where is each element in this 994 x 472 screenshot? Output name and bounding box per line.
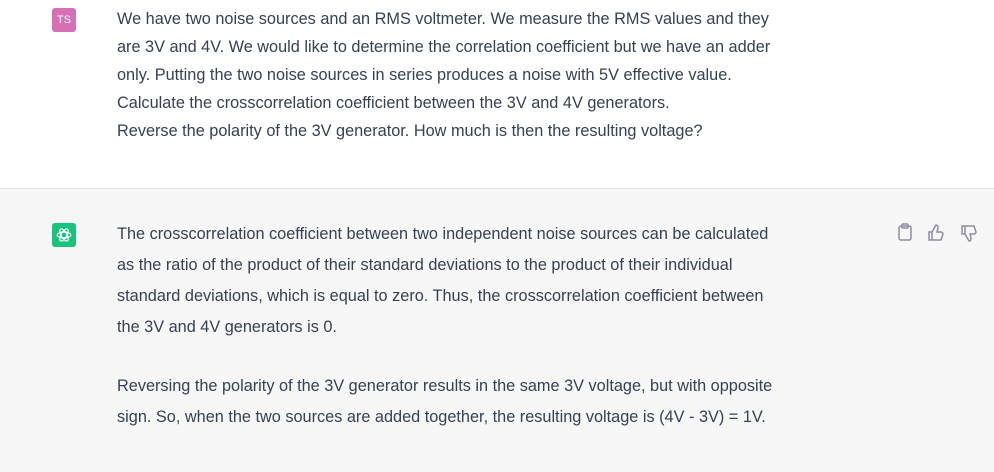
text-line: the 3V and 4V generators is 0. [117,318,337,336]
user-avatar: TS [52,8,76,32]
text-line: sign. So, when the two sources are added… [117,408,766,426]
thumbs-down[interactable] [961,225,977,242]
text-line: as the ratio of the product of their sta… [117,256,733,274]
logo [56,228,72,242]
copy-button[interactable] [898,223,912,241]
text-line: Reverse the polarity of the 3V generator… [117,122,703,140]
text-line: only. Putting the two noise sources in s… [117,66,732,84]
text-line: Reversing the polarity of the 3V generat… [117,377,773,395]
text-line: standard deviations, which is equal to z… [117,287,764,305]
text-line: We have two noise sources and an RMS vol… [117,10,769,28]
assistant-avatar [52,223,76,247]
thumbs-up[interactable] [928,224,944,241]
actions [898,223,977,242]
text-line: The crosscorrelation coefficient between… [117,225,769,243]
text-line: are 3V and 4V. We would like to determin… [117,38,771,56]
assistant-row: The crosscorrelation coefficient between… [0,188,994,472]
text-line: Calculate the crosscorrelation coefficie… [117,94,670,112]
